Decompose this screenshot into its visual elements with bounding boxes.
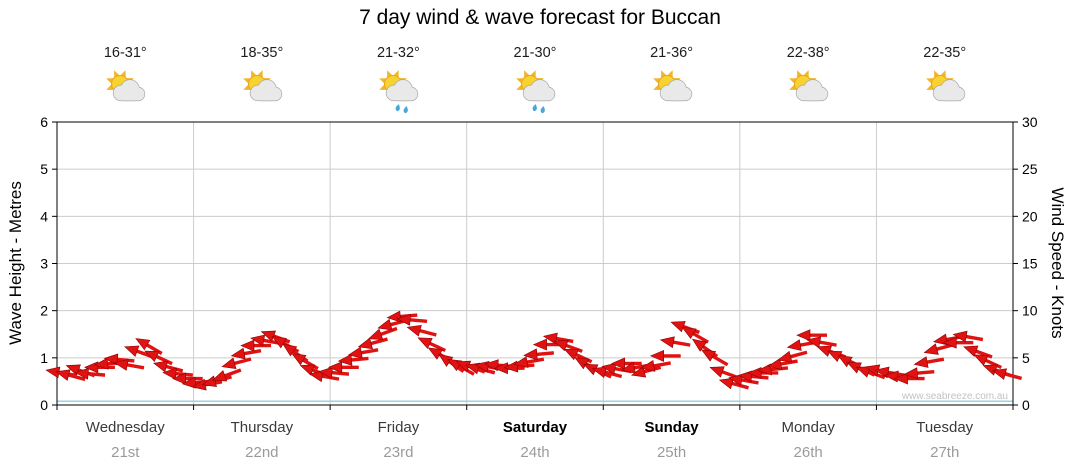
sun-cloud-icon [789, 70, 829, 102]
right-tick-label: 30 [1022, 114, 1038, 130]
sun-cloud-icon [242, 70, 283, 102]
wind-arrow-icon [640, 360, 671, 372]
day-label: Tuesday [916, 419, 974, 436]
wind-arrow-icon [291, 353, 319, 371]
wind-arrow-icon [144, 350, 173, 366]
wind-arrow-icon [328, 361, 359, 374]
day-label: Saturday [502, 419, 568, 436]
sun-cloud-icon [106, 70, 146, 102]
wind-arrow-icon [513, 356, 545, 368]
wind-arrow-icon [963, 345, 993, 359]
wind-arrow-icon [240, 339, 271, 352]
temperature-range: 21-30° [513, 45, 557, 61]
temperature-range: 16-31° [103, 45, 147, 61]
temperature-range: 22-38° [786, 45, 830, 61]
watermark: www.seabreeze.com.au [901, 391, 1008, 402]
wind-arrow-icon [347, 346, 379, 359]
wind-arrow-icon [74, 367, 106, 380]
left-tick-label: 3 [40, 256, 48, 272]
wind-arrow-icon [991, 368, 1023, 381]
right-tick-label: 15 [1022, 256, 1038, 272]
left-tick-label: 5 [40, 161, 48, 177]
wind-arrow-icon [113, 359, 145, 371]
wind-arrow-icon [406, 324, 437, 337]
wind-arrow-icon [767, 358, 798, 370]
day-label: Friday [377, 419, 420, 436]
day-label: Thursday [230, 419, 294, 436]
temperature-range: 21-32° [376, 45, 420, 61]
sun-cloud-icon [925, 70, 965, 102]
wind-arrow-icon [681, 326, 709, 344]
left-tick-label: 0 [40, 397, 48, 413]
wind-arrow-icon [649, 349, 681, 362]
left-tick-label: 4 [40, 208, 48, 224]
wind-arrow-icon [211, 368, 242, 382]
wind-arrow-icon [777, 350, 808, 363]
wind-arrow-icon [396, 313, 428, 326]
page-title: 7 day wind & wave forecast for Buccan [359, 6, 721, 29]
wind-arrow-icon [973, 354, 1003, 370]
sun-cloud-rain-icon [379, 70, 419, 114]
date-label: 25th [656, 444, 687, 461]
wind-arrow-icon [700, 349, 729, 367]
wind-arrow-icon [368, 326, 398, 340]
date-label: 27th [930, 444, 960, 461]
wind-arrow-icon [806, 336, 837, 349]
wind-arrow-icon [592, 366, 623, 379]
wind-arrow-icon [796, 329, 827, 342]
wind-arrow-icon [357, 337, 388, 350]
date-label: 22nd [245, 444, 279, 461]
right-tick-label: 20 [1022, 208, 1038, 224]
wind-arrow-icon [153, 360, 184, 373]
date-label: 26th [793, 444, 823, 461]
wind-arrow-icon [523, 348, 554, 361]
temperature-range: 18-35° [240, 45, 284, 61]
right-tick-label: 25 [1022, 161, 1038, 177]
date-label: 21st [111, 444, 140, 461]
wind-arrow-icon [221, 357, 252, 370]
wind-arrow-icon [318, 366, 350, 379]
right-tick-label: 0 [1022, 397, 1030, 413]
left-tick-label: 1 [40, 350, 48, 366]
sun-cloud-rain-icon [516, 70, 556, 114]
wind-arrow-icon [952, 330, 984, 343]
wind-arrow-icon [942, 336, 974, 349]
right-tick-label: 5 [1022, 350, 1030, 366]
wind-arrow-icon [417, 337, 447, 353]
wind-arrow-icon [337, 354, 369, 366]
day-label: Wednesday [85, 419, 165, 436]
wind-arrow-icon [563, 348, 593, 364]
day-label: Monday [781, 419, 835, 436]
wind-arrow-icon [718, 377, 749, 390]
temperature-range: 22-35° [923, 45, 967, 61]
date-label: 23rd [383, 444, 414, 461]
wind-arrow-icon [893, 372, 925, 385]
wind-arrow-icon [728, 374, 759, 386]
wind-arrow-icon [230, 347, 262, 360]
wind-arrow-icon [913, 356, 945, 368]
temperature-range: 21-36° [650, 45, 694, 61]
day-label: Sunday [644, 419, 699, 436]
date-label: 24th [520, 444, 550, 461]
wind-arrow-icon [55, 369, 86, 382]
right-tick-label: 10 [1022, 303, 1038, 319]
left-tick-label: 6 [40, 114, 48, 130]
wind-arrow-icon [659, 336, 691, 349]
sun-cloud-icon [652, 70, 692, 102]
wind-arrow-icon [903, 367, 935, 380]
wind-arrow-series [45, 310, 1023, 391]
wind-arrow-icon [553, 339, 583, 353]
left-tick-label: 2 [40, 303, 48, 319]
